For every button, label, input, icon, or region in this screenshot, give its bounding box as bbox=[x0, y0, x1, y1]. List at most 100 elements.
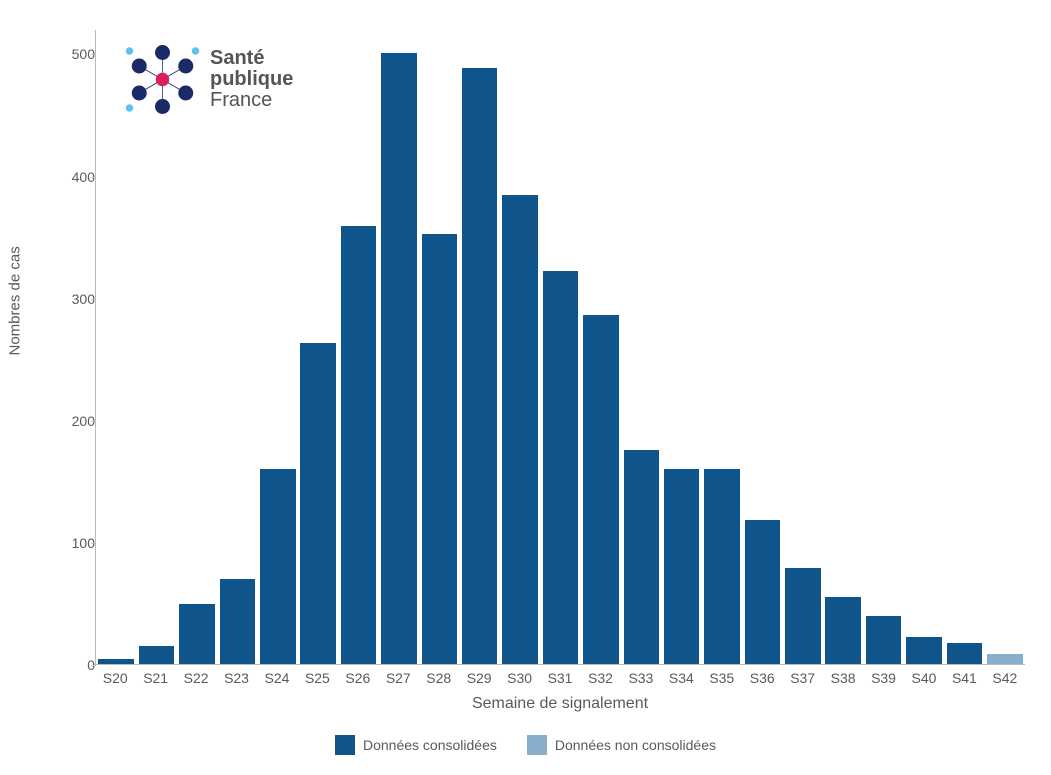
bar-segment bbox=[502, 195, 538, 664]
y-tick-label: 0 bbox=[50, 657, 95, 673]
y-tick-mark bbox=[91, 543, 96, 544]
bar-slot bbox=[904, 30, 944, 664]
y-tick-label: 400 bbox=[50, 169, 95, 185]
bar-slot bbox=[702, 30, 742, 664]
bar-slot bbox=[581, 30, 621, 664]
legend-item: Données non consolidées bbox=[527, 735, 716, 755]
legend: Données consolidéesDonnées non consolidé… bbox=[0, 735, 1051, 755]
x-tick-label: S42 bbox=[985, 670, 1025, 686]
bar-segment bbox=[947, 643, 983, 664]
x-tick-label: S29 bbox=[459, 670, 499, 686]
y-tick-label: 200 bbox=[50, 413, 95, 429]
bar-slot bbox=[661, 30, 701, 664]
bar-segment bbox=[664, 469, 700, 664]
y-tick-mark bbox=[91, 54, 96, 55]
bar bbox=[260, 469, 296, 664]
bar-slot bbox=[985, 30, 1025, 664]
bar bbox=[220, 579, 256, 664]
bar bbox=[704, 469, 740, 664]
x-tick-label: S27 bbox=[378, 670, 418, 686]
bar-slot bbox=[540, 30, 580, 664]
bar-slot bbox=[500, 30, 540, 664]
bar-slot bbox=[944, 30, 984, 664]
bar-slot bbox=[379, 30, 419, 664]
bar-segment bbox=[300, 343, 336, 664]
x-tick-label: S35 bbox=[702, 670, 742, 686]
bar-segment bbox=[866, 616, 902, 664]
bar-segment bbox=[624, 450, 660, 664]
logo-text: Santé publique France bbox=[210, 48, 293, 111]
bar-slot bbox=[298, 30, 338, 664]
chart-plot-area bbox=[95, 30, 1025, 665]
bar-segment bbox=[543, 271, 579, 664]
bar bbox=[98, 659, 134, 664]
y-tick-label: 500 bbox=[50, 46, 95, 62]
bar-segment bbox=[341, 226, 377, 664]
logo-line2: publique bbox=[210, 69, 293, 90]
y-tick-mark bbox=[91, 177, 96, 178]
bar bbox=[300, 343, 336, 664]
bar-segment bbox=[220, 579, 256, 664]
bar-segment bbox=[745, 520, 781, 664]
sante-publique-france-logo: Santé publique France bbox=[125, 42, 293, 117]
x-tick-label: S28 bbox=[419, 670, 459, 686]
bar bbox=[341, 226, 377, 664]
bar-segment bbox=[704, 469, 740, 664]
x-tick-label: S21 bbox=[135, 670, 175, 686]
bar bbox=[422, 234, 458, 664]
bar-segment bbox=[179, 604, 215, 664]
bar-slot bbox=[783, 30, 823, 664]
bar bbox=[624, 450, 660, 664]
x-tick-label: S25 bbox=[297, 670, 337, 686]
y-tick-label: 100 bbox=[50, 535, 95, 551]
y-tick-mark bbox=[91, 421, 96, 422]
bar-segment bbox=[825, 597, 861, 664]
bar-segment bbox=[260, 469, 296, 664]
x-tick-label: S31 bbox=[540, 670, 580, 686]
legend-swatch bbox=[527, 735, 547, 755]
bar-segment bbox=[583, 315, 619, 664]
bar bbox=[179, 604, 215, 664]
x-tick-label: S24 bbox=[257, 670, 297, 686]
logo-line1: Santé bbox=[210, 48, 293, 69]
bar bbox=[745, 520, 781, 664]
x-tick-label: S20 bbox=[95, 670, 135, 686]
bar-slot bbox=[419, 30, 459, 664]
bar-slot bbox=[460, 30, 500, 664]
bar bbox=[825, 597, 861, 664]
logo-icon bbox=[125, 42, 200, 117]
logo-line3: France bbox=[210, 90, 293, 111]
x-axis-labels: S20S21S22S23S24S25S26S27S28S29S30S31S32S… bbox=[95, 670, 1025, 686]
bar-slot bbox=[863, 30, 903, 664]
bar-segment bbox=[381, 53, 417, 664]
bar bbox=[866, 616, 902, 664]
bar-slot bbox=[258, 30, 298, 664]
bar bbox=[987, 654, 1023, 664]
bar bbox=[906, 637, 942, 664]
y-tick-label: 300 bbox=[50, 291, 95, 307]
bar bbox=[139, 646, 175, 664]
legend-swatch bbox=[335, 735, 355, 755]
x-tick-label: S41 bbox=[944, 670, 984, 686]
bar-slot bbox=[742, 30, 782, 664]
x-tick-label: S34 bbox=[661, 670, 701, 686]
bar bbox=[664, 469, 700, 664]
bar-segment bbox=[785, 568, 821, 664]
x-tick-label: S39 bbox=[863, 670, 903, 686]
y-axis: 0100200300400500 bbox=[50, 30, 95, 665]
bar-slot bbox=[96, 30, 136, 664]
bar bbox=[381, 53, 417, 664]
bar-segment bbox=[906, 637, 942, 664]
x-axis-title: Semaine de signalement bbox=[95, 695, 1025, 713]
x-tick-label: S37 bbox=[782, 670, 822, 686]
x-tick-label: S33 bbox=[621, 670, 661, 686]
bar-segment bbox=[98, 659, 134, 664]
y-tick-mark bbox=[91, 299, 96, 300]
bar bbox=[462, 68, 498, 664]
legend-label: Données non consolidées bbox=[555, 737, 716, 753]
bars-group bbox=[96, 30, 1025, 664]
x-tick-label: S40 bbox=[904, 670, 944, 686]
x-tick-label: S30 bbox=[499, 670, 539, 686]
bar-segment bbox=[462, 68, 498, 664]
plot-border bbox=[95, 30, 1025, 665]
